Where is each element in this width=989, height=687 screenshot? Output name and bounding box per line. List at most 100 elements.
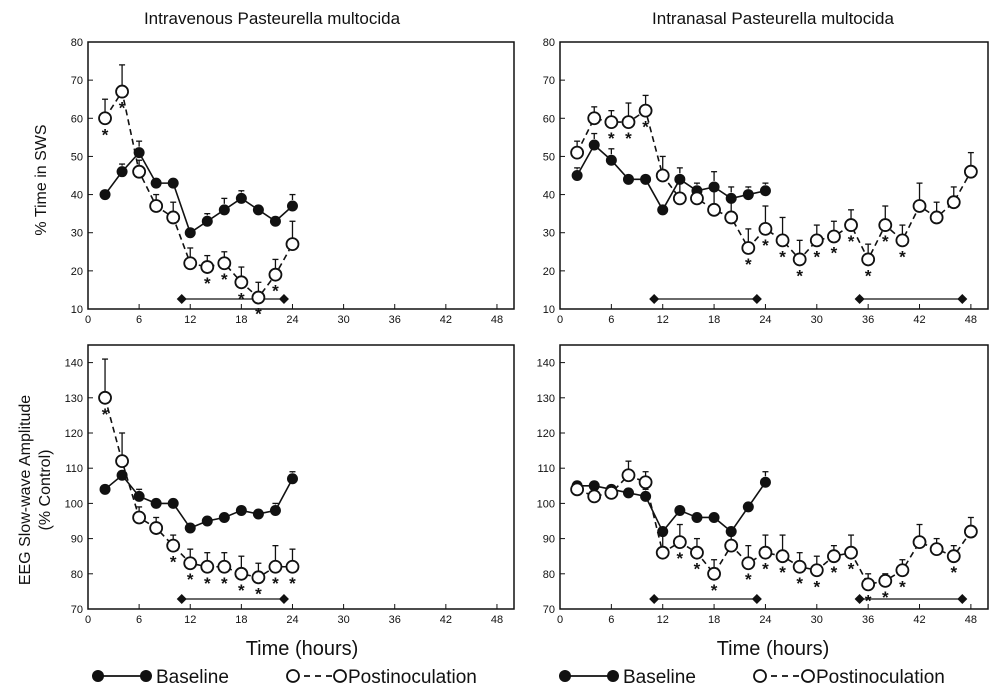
- dark-period-marker: [649, 294, 660, 304]
- y-tick-label: 40: [543, 190, 555, 202]
- y-tick-label: 10: [543, 304, 555, 316]
- postinoculation-point: [234, 566, 249, 581]
- significance-asterisk: *: [779, 247, 786, 266]
- significance-asterisk: *: [608, 129, 615, 148]
- dark-period-marker: [278, 594, 289, 604]
- y-tick-label: 40: [71, 190, 83, 202]
- significance-asterisk: *: [865, 266, 872, 285]
- postinoculation-point: [946, 195, 961, 210]
- postinoculation-point: [690, 545, 704, 560]
- postinoculation-point: [655, 168, 670, 183]
- baseline-point: [657, 526, 669, 538]
- postinoculation-point: [268, 559, 283, 574]
- significance-asterisk: *: [119, 99, 126, 118]
- baseline-line: [576, 143, 766, 212]
- x-tick-label: 30: [337, 314, 349, 326]
- significance-asterisk: *: [289, 574, 296, 593]
- baseline-point: [622, 487, 634, 499]
- baseline-point: [201, 515, 213, 527]
- y-tick-label: 30: [71, 228, 83, 240]
- legend-post-marker: [286, 669, 300, 683]
- legend-post-marker: [753, 669, 767, 683]
- baseline-point: [605, 154, 617, 166]
- postinoculation-point: [234, 275, 249, 290]
- postinoculation-point: [268, 267, 283, 282]
- y-tick-label: 60: [543, 113, 555, 125]
- y-axis-label-eeg-unit: (% Control): [37, 450, 54, 531]
- significance-asterisk: *: [238, 581, 245, 600]
- postinoculation-point: [707, 566, 721, 581]
- significance-asterisk: *: [882, 232, 889, 251]
- x-tick-label: 12: [657, 314, 669, 326]
- significance-asterisk: *: [848, 560, 855, 579]
- panel-2: 0 6 12 18 24 30 36 42 48 10 20 30 40 50 60 70 80 * * * * * * * *…: [543, 37, 989, 326]
- x-axis-label-right: Time (hours): [717, 638, 830, 660]
- postinoculation-point: [878, 218, 893, 232]
- baseline-point: [133, 490, 145, 502]
- postinoculation-point: [929, 210, 944, 225]
- legend-post-label: Postinoculation: [348, 667, 477, 687]
- significance-asterisk: *: [745, 255, 752, 274]
- postinoculation-point: [895, 563, 910, 578]
- baseline-point: [133, 147, 145, 159]
- significance-asterisk: *: [221, 270, 228, 289]
- x-tick-label: 18: [235, 314, 247, 326]
- legend-baseline-label: Baseline: [156, 667, 229, 687]
- significance-asterisk: *: [102, 405, 109, 424]
- baseline-point: [674, 173, 686, 185]
- dark-period-marker: [751, 294, 762, 304]
- panel-1: 0 6 12 18 24 30 36 42 48 10 20 30 40 50 60 70 80 * * * * * * *: [71, 37, 515, 326]
- significance-asterisk: *: [204, 574, 211, 593]
- x-tick-label: 6: [136, 614, 142, 626]
- y-tick-label: 20: [71, 266, 83, 278]
- postinoculation-point: [570, 145, 585, 160]
- postinoculation-line: [576, 474, 972, 586]
- postinoculation-point: [963, 524, 978, 539]
- significance-asterisk: *: [882, 588, 889, 607]
- postinoculation-point: [621, 468, 636, 483]
- significance-asterisk: *: [762, 236, 769, 255]
- y-tick-label: 130: [65, 393, 83, 405]
- significance-asterisk: *: [272, 574, 279, 593]
- x-tick-label: 48: [491, 614, 503, 626]
- x-tick-label: 6: [136, 314, 142, 326]
- postinoculation-point: [844, 218, 858, 232]
- x-tick-label: 24: [286, 614, 298, 626]
- postinoculation-point: [724, 210, 739, 225]
- baseline-point: [742, 501, 754, 513]
- x-tick-label: 24: [759, 614, 771, 626]
- y-tick-label: 80: [543, 569, 555, 581]
- postinoculation-point: [132, 510, 147, 525]
- significance-asterisk: *: [711, 581, 718, 600]
- plot-frame: [559, 41, 989, 310]
- y-tick-label: 70: [71, 75, 83, 87]
- y-tick-label: 10: [71, 304, 83, 316]
- baseline-point: [622, 173, 634, 185]
- x-tick-label: 48: [965, 314, 977, 326]
- postinoculation-point: [809, 563, 824, 578]
- postinoculation-point: [166, 210, 181, 225]
- postinoculation-point: [251, 290, 266, 305]
- y-tick-label: 130: [537, 393, 555, 405]
- significance-asterisk: *: [813, 247, 820, 266]
- baseline-point: [252, 204, 264, 216]
- legend-baseline-marker: [92, 670, 104, 682]
- y-tick-label: 30: [543, 228, 555, 240]
- x-tick-label: 6: [608, 314, 614, 326]
- baseline-line: [104, 151, 294, 234]
- legend-baseline-label: Baseline: [623, 667, 696, 687]
- dark-period-marker: [649, 594, 660, 604]
- dark-period-marker: [957, 594, 968, 604]
- plot-frame: [87, 41, 515, 310]
- y-tick-label: 120: [537, 428, 555, 440]
- legend-right: Baseline Postinoculation: [559, 667, 945, 687]
- x-tick-label: 36: [389, 314, 401, 326]
- postinoculation-point: [638, 103, 653, 118]
- x-tick-label: 18: [708, 614, 720, 626]
- postinoculation-point: [149, 521, 164, 535]
- significance-asterisk: *: [813, 577, 820, 596]
- significance-asterisk: *: [694, 560, 701, 579]
- baseline-point: [116, 166, 128, 178]
- y-tick-label: 20: [543, 266, 555, 278]
